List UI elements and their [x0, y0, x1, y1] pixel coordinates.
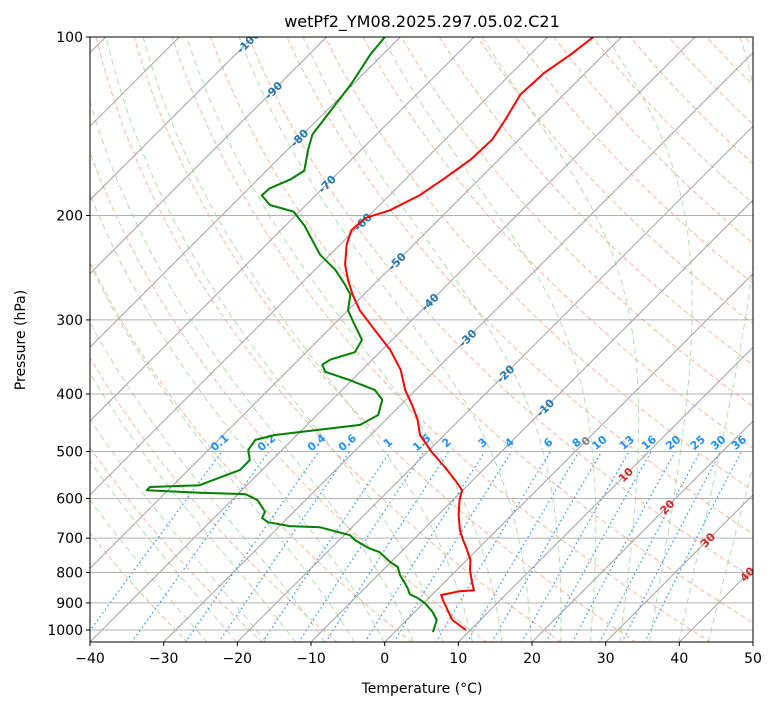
dry-adiabat	[707, 37, 775, 643]
moist-adiabat	[303, 37, 561, 643]
mixing-ratio-line	[645, 452, 742, 643]
mixing-ratio-label: 0.6	[336, 431, 360, 454]
mixing-ratio-label: 16	[639, 433, 659, 453]
mixing-ratio-line	[326, 452, 449, 643]
dry-adiabat	[20, 37, 413, 643]
mixing-ratio-line	[394, 452, 512, 643]
dry-adiabat	[0, 37, 338, 643]
mixing-ratio-label: 13	[617, 433, 637, 453]
isotherm	[458, 37, 775, 643]
pressure-gridlines	[90, 37, 753, 630]
isotherm	[0, 37, 400, 643]
mixing-ratio-label: 0.4	[305, 431, 329, 454]
mixing-ratio-label: 0.1	[208, 432, 231, 454]
moist-adiabat	[187, 37, 502, 643]
y-axis-label: Pressure (hPa)	[13, 290, 29, 390]
isotherm	[384, 37, 775, 643]
mixing-ratio-line	[467, 452, 579, 643]
mixing-ratio-label: 1	[381, 435, 395, 450]
mixing-ratio-label: 6	[541, 435, 555, 450]
moist-adiabat	[22, 37, 355, 643]
mixing-ratio-line	[599, 452, 700, 643]
isotherm	[89, 37, 695, 643]
mixing-ratio-label: 30	[708, 433, 728, 453]
x-tick-label: −30	[149, 651, 179, 667]
y-tick-label: 400	[56, 387, 83, 403]
isotherm	[679, 37, 775, 643]
isotherm	[0, 37, 474, 643]
chart-title: wetPf2_YM08.2025.297.05.02.C21	[284, 12, 560, 32]
x-axis-label: Temperature (°C)	[361, 681, 483, 697]
moist-adiabat	[482, 37, 638, 643]
dry-adiabat	[668, 37, 775, 643]
moist-adiabat	[382, 37, 595, 643]
moist-adiabat	[0, 37, 237, 643]
isotherm-label: 20	[657, 497, 677, 517]
y-tick-label: 900	[56, 596, 83, 612]
dry-adiabat	[516, 37, 775, 643]
moist-adiabat	[0, 37, 207, 643]
x-tick-label: 50	[744, 651, 762, 667]
isotherm	[752, 37, 775, 643]
background-lines	[0, 37, 775, 643]
mixing-ratio-line	[218, 452, 349, 643]
dry-adiabat	[745, 37, 775, 643]
y-tick-label: 600	[56, 491, 83, 507]
x-tick-label: −40	[75, 651, 105, 667]
isotherm-label: -100	[234, 28, 263, 57]
mixing-ratio-line	[262, 452, 390, 643]
dry-adiabat	[592, 37, 775, 643]
isotherm	[531, 37, 775, 643]
x-tick-label: 40	[670, 651, 688, 667]
mixing-ratio-line	[81, 452, 222, 643]
x-tick-label: −20	[223, 651, 253, 667]
y-tick-label: 300	[56, 313, 83, 329]
y-tick-label: 200	[56, 209, 83, 225]
y-tick-label: 700	[56, 531, 83, 547]
mixing-ratio-label: 25	[688, 433, 708, 453]
plot-frame	[90, 37, 753, 642]
moist-adiabat	[239, 37, 531, 643]
dry-adiabat	[58, 37, 487, 643]
x-tick-label: 10	[449, 651, 467, 667]
x-tick-label: 20	[523, 651, 541, 667]
dry-adiabat	[0, 37, 263, 643]
y-tick-label: 500	[56, 444, 83, 460]
mixing-ratio-line	[546, 452, 652, 643]
y-tick-label: 800	[56, 566, 83, 582]
dry-adiabat	[211, 37, 775, 643]
axes: 1002003004005006007008009001000−40−30−20…	[47, 30, 762, 667]
moist-adiabat	[708, 37, 775, 643]
isotherm-label: 10	[616, 465, 636, 485]
y-tick-label: 100	[56, 30, 83, 46]
x-tick-label: 30	[597, 651, 615, 667]
x-tick-label: 0	[380, 651, 389, 667]
moist-adiabat	[607, 37, 693, 643]
mixing-ratio-line	[132, 452, 269, 643]
isotherm	[0, 37, 253, 643]
profiles	[147, 37, 594, 632]
x-tick-label: −10	[296, 651, 326, 667]
dry-adiabat	[363, 37, 775, 643]
dry-adiabat	[554, 37, 775, 643]
mixing-ratio-label: 36	[729, 433, 749, 453]
mixing-ratio-label: 3	[476, 435, 490, 450]
y-tick-label: 1000	[47, 623, 83, 639]
dry-adiabat	[439, 37, 775, 643]
dry-adiabat	[134, 37, 636, 643]
isotherm	[0, 37, 327, 643]
